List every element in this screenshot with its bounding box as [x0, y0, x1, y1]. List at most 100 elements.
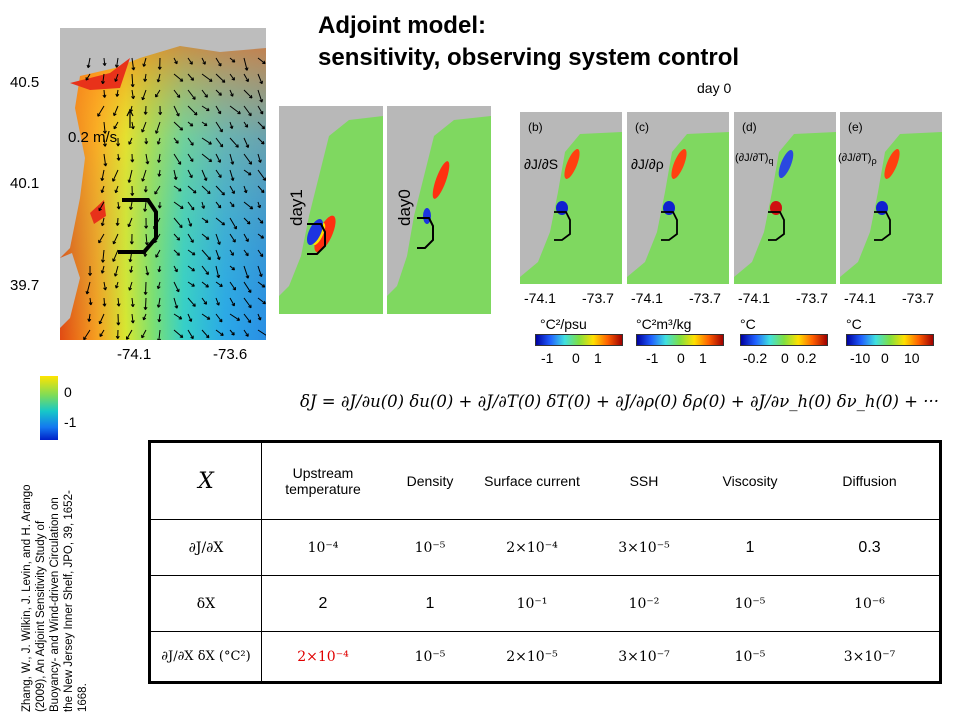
velocity-arrow — [187, 89, 196, 100]
velocity-arrow — [156, 281, 161, 290]
panel-e-unit: °C — [846, 316, 862, 332]
velocity-arrow — [98, 313, 105, 325]
slide-title: Adjoint model: sensitivity, observing sy… — [318, 10, 739, 74]
velocity-arrow — [113, 265, 119, 277]
velocity-arrow — [141, 329, 147, 339]
sensitivity-table: X Upstream temperature Density Surface c… — [148, 440, 942, 684]
velocity-arrow — [173, 121, 184, 131]
lon-tick-73-6: -73.6 — [213, 346, 248, 363]
velocity-arrow — [187, 233, 194, 243]
velocity-arrow — [173, 105, 180, 117]
velocity-arrow — [257, 201, 262, 209]
velocity-arrow — [127, 169, 133, 183]
panel-c-cb-tick-3: 1 — [699, 350, 707, 366]
velocity-arrow — [173, 185, 182, 192]
velocity-arrow — [215, 201, 222, 209]
panel-c-unit: °C²m³/kg — [636, 316, 692, 332]
colorbar-tick-0: 0 — [64, 384, 72, 400]
lat-tick-39-7: 39.7 — [10, 277, 40, 294]
panel-c-cb-tick-2: 0 — [677, 350, 685, 366]
velocity-arrow — [215, 137, 224, 148]
velocity-arrow — [129, 265, 134, 273]
cell-sensitivity-upstream-temperature: 10⁻⁴ — [261, 519, 384, 576]
velocity-arrow — [157, 265, 162, 273]
velocity-arrow — [187, 185, 197, 194]
velocity-arrow — [130, 153, 135, 163]
panel-b-unit: °C²/psu — [540, 316, 587, 332]
velocity-arrow — [100, 265, 105, 274]
velocity-arrow — [116, 137, 121, 147]
velocity-arrow — [157, 313, 162, 323]
velocity-arrow — [98, 201, 105, 212]
table-row-perturbation: δX 2 1 10⁻¹ 10⁻² 10⁻⁵ 10⁻⁶ — [149, 575, 941, 632]
panel-c-letter: (c) — [635, 120, 649, 134]
velocity-arrow — [257, 137, 265, 145]
velocity-arrow — [141, 121, 147, 133]
velocity-arrow — [257, 313, 262, 321]
velocity-arrow — [101, 249, 105, 263]
velocity-arrow — [144, 137, 149, 145]
velocity-arrow — [128, 137, 133, 145]
cell-perturbation-viscosity: 10⁻⁵ — [700, 575, 800, 632]
velocity-arrow — [173, 329, 184, 339]
velocity-arrow — [201, 169, 208, 181]
panel-d-letter: (d) — [742, 120, 757, 134]
panel-c-lon-tick-1: -74.1 — [631, 290, 663, 306]
velocity-arrow — [257, 185, 265, 194]
velocity-arrow — [98, 233, 105, 244]
velocity-arrow — [243, 105, 252, 117]
velocity-arrow — [143, 249, 148, 257]
header-x: X — [149, 441, 262, 520]
velocity-arrow — [157, 57, 162, 70]
cell-impact-density: 10⁻⁵ — [384, 631, 476, 683]
header-ssh: SSH — [588, 441, 700, 520]
panel-b-lon-tick-2: -73.7 — [582, 290, 614, 306]
panel-e-letter: (e) — [848, 120, 863, 134]
velocity-arrow — [201, 265, 210, 275]
velocity-arrow — [229, 313, 241, 321]
velocity-arrow — [229, 329, 235, 336]
panel-e-lon-tick-1: -74.1 — [844, 290, 876, 306]
lat-tick-40-1: 40.1 — [10, 175, 40, 192]
velocity-arrow — [215, 185, 225, 196]
velocity-arrow — [86, 57, 91, 69]
velocity-arrow — [229, 233, 236, 243]
velocity-arrow — [145, 265, 150, 276]
cell-perturbation-upstream-temperature: 2 — [261, 575, 384, 632]
velocity-arrow — [116, 313, 121, 326]
velocity-arrow — [114, 185, 119, 194]
velocity-arrow — [111, 169, 119, 182]
velocity-arrow — [128, 249, 133, 263]
row-label-perturbation: δX — [149, 575, 262, 632]
velocity-arrow — [215, 153, 222, 163]
velocity-arrow — [257, 329, 266, 338]
velocity-arrow — [157, 169, 162, 177]
velocity-arrow — [229, 169, 235, 181]
velocity-arrow — [229, 57, 236, 63]
velocity-arrow — [128, 281, 133, 291]
velocity-arrow — [102, 121, 107, 134]
velocity-arrow — [85, 73, 91, 81]
velocity-arrow — [187, 57, 193, 65]
panel-e-lon-tick-2: -73.7 — [902, 290, 934, 306]
middle-sensitivity-panels — [279, 106, 491, 314]
velocity-arrow — [127, 217, 133, 228]
velocity-arrow — [100, 217, 105, 227]
velocity-arrow — [173, 217, 183, 229]
panel-e-cb-tick-1: -10 — [850, 350, 871, 366]
velocity-arrow — [257, 169, 266, 181]
velocity-arrow — [157, 201, 162, 209]
velocity-arrow — [129, 233, 134, 245]
header-surface-current: Surface current — [476, 441, 588, 520]
velocity-arrow — [243, 169, 252, 176]
velocity-arrow — [187, 105, 198, 116]
velocity-arrow — [215, 329, 224, 336]
velocity-arrow — [201, 281, 209, 288]
panel-b-lon-tick-1: -74.1 — [524, 290, 556, 306]
velocity-arrow — [229, 153, 235, 165]
velocity-arrow — [144, 233, 149, 246]
velocity-arrow — [215, 313, 223, 323]
velocity-arrow — [115, 217, 120, 226]
velocity-arrow — [156, 137, 161, 145]
